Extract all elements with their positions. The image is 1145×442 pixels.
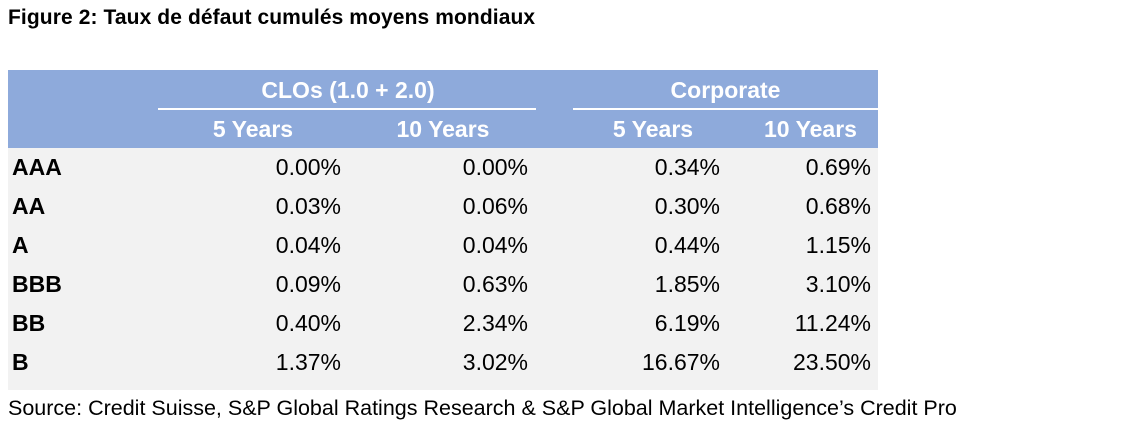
- table-cell: 0.30%: [654, 193, 720, 219]
- table-cell: 6.19%: [654, 310, 720, 336]
- table-cell: 0.68%: [805, 193, 871, 219]
- source-note: Source: Credit Suisse, S&P Global Rating…: [8, 396, 957, 420]
- table-cell: 0.09%: [275, 271, 341, 297]
- table-cell: 0.44%: [654, 232, 720, 258]
- group-underline-clos: [158, 108, 536, 110]
- table-cell: 23.50%: [792, 349, 871, 375]
- table-cell: 3.02%: [462, 349, 528, 375]
- column-header-clo-10y: 10 Years: [396, 116, 490, 142]
- group-underline-corporate: [573, 108, 878, 110]
- figure-title: Figure 2: Taux de défaut cumulés moyens …: [8, 6, 536, 29]
- rating-label: B: [12, 349, 29, 375]
- table-row: A 0.04% 0.04% 0.44% 1.15%: [8, 226, 878, 265]
- column-header-corp-5y: 5 Years: [612, 116, 694, 142]
- rating-label: BB: [12, 310, 46, 336]
- table-row: BBB 0.09% 0.63% 1.85% 3.10%: [8, 265, 878, 304]
- table-cell: 0.00%: [275, 154, 341, 180]
- table-cell: 2.34%: [462, 310, 528, 336]
- table-cell: 1.85%: [654, 271, 720, 297]
- table-cell: 0.04%: [275, 232, 341, 258]
- table-cell: 0.06%: [462, 193, 528, 219]
- table-cell: 0.69%: [805, 154, 871, 180]
- rating-label: A: [12, 232, 29, 258]
- column-header-clo-5y: 5 Years: [212, 116, 294, 142]
- column-header-corp-10y: 10 Years: [764, 116, 857, 142]
- table-cell: 3.10%: [805, 271, 871, 297]
- default-rates-table: CLOs (1.0 + 2.0) Corporate 5 Years 10 Ye…: [8, 70, 878, 390]
- table-cell: 16.67%: [641, 349, 720, 375]
- table-row: AA 0.03% 0.06% 0.30% 0.68%: [8, 187, 878, 226]
- table-row: BB 0.40% 2.34% 6.19% 11.24%: [8, 304, 878, 343]
- table-cell: 0.40%: [275, 310, 341, 336]
- table-cell: 0.63%: [462, 271, 528, 297]
- table-cell: 0.00%: [462, 154, 528, 180]
- table-cell: 0.34%: [654, 154, 720, 180]
- group-header-corporate: Corporate: [670, 77, 781, 103]
- table-cell: 11.24%: [794, 310, 871, 336]
- table-cell: 1.15%: [805, 232, 871, 258]
- rating-label: AAA: [12, 154, 62, 180]
- table-cell: 0.03%: [275, 193, 341, 219]
- table-row: B 1.37% 3.02% 16.67% 23.50%: [8, 343, 878, 382]
- table-cell: 1.37%: [275, 349, 341, 375]
- table-column-header: [8, 110, 878, 148]
- table-group-header: [8, 70, 878, 110]
- group-header-clos: CLOs (1.0 + 2.0): [261, 77, 435, 103]
- rating-label: AA: [12, 193, 46, 219]
- table-row: AAA 0.00% 0.00% 0.34% 0.69%: [8, 148, 878, 187]
- rating-label: BBB: [12, 271, 62, 297]
- table-cell: 0.04%: [462, 232, 528, 258]
